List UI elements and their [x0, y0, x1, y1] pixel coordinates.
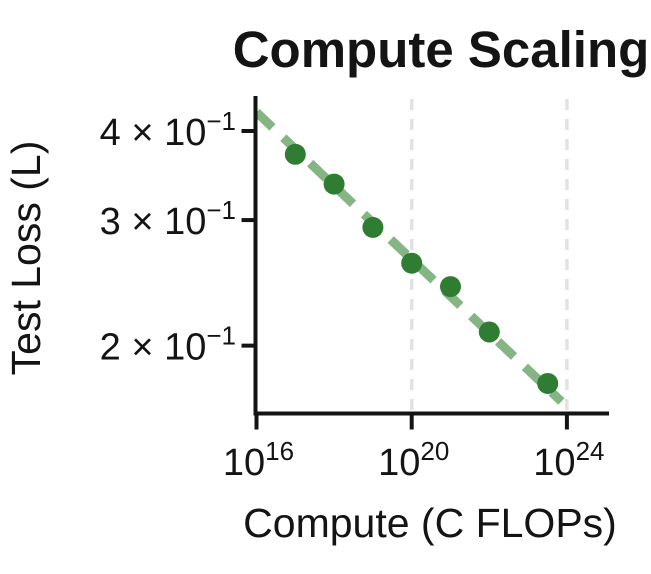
- data-point: [537, 372, 559, 394]
- data-point: [478, 321, 500, 343]
- y-tick-label: 4 × 10−1: [100, 106, 236, 154]
- y-tick-label: 3 × 10−1: [100, 195, 236, 243]
- x-tick-label: 1020: [378, 436, 449, 484]
- data-point: [362, 216, 384, 238]
- x-tick-label: 1016: [223, 436, 294, 484]
- x-tick-label: 1024: [533, 436, 604, 484]
- x-axis-label: Compute (C FLOPs): [243, 500, 617, 546]
- y-tick-label: 2 × 10−1: [100, 321, 236, 369]
- data-point: [440, 276, 461, 298]
- y-axis-label: Test Loss (L): [3, 141, 49, 376]
- data-point: [284, 143, 306, 165]
- data-point: [323, 173, 345, 195]
- data-point: [401, 252, 423, 274]
- trend-line: [253, 108, 565, 405]
- chart-title: Compute Scaling: [233, 21, 650, 78]
